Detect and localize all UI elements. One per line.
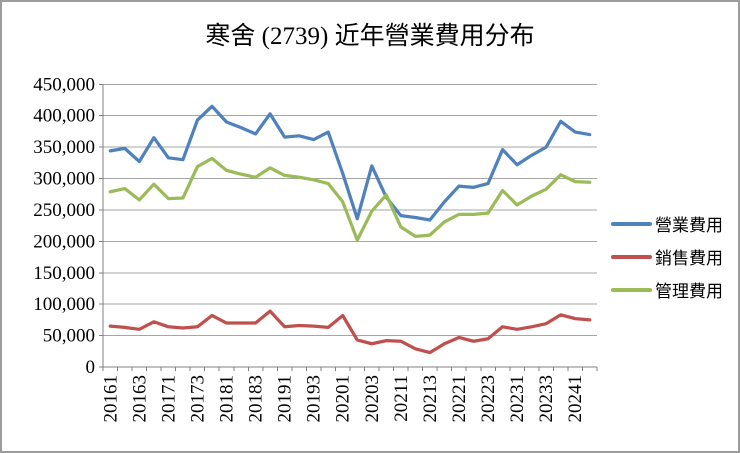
legend-line-swatch-administrative-expenses — [611, 287, 652, 292]
svg-text:200,000: 200,000 — [33, 231, 95, 252]
svg-text:400,000: 400,000 — [33, 106, 95, 127]
svg-text:20233: 20233 — [536, 375, 557, 423]
chart-title: 寒舍 (2739) 近年營業費用分布 — [205, 23, 535, 50]
legend-line-swatch-operating-expenses — [611, 221, 652, 226]
y-axis-labels: 0 50,000 100,000 150,000 200,000 250,000 300,0… — [33, 74, 95, 378]
svg-text:300,000: 300,000 — [33, 169, 95, 190]
svg-text:20203: 20203 — [362, 375, 383, 423]
svg-text:20213: 20213 — [420, 375, 441, 423]
x-axis-labels: 20161 20163 20171 20173 20181 20183 20191 20193… — [100, 375, 586, 423]
svg-text:250,000: 250,000 — [33, 200, 95, 221]
svg-text:20241: 20241 — [565, 375, 586, 423]
svg-text:20191: 20191 — [275, 375, 296, 423]
svg-text:50,000: 50,000 — [43, 326, 95, 347]
legend: 營業費用 銷售費用 管理費用 — [611, 207, 723, 306]
series-line-selling-expenses — [108, 309, 592, 355]
svg-text:100,000: 100,000 — [33, 294, 95, 315]
legend-line-swatch-selling-expenses — [611, 254, 652, 259]
svg-text:20201: 20201 — [333, 375, 354, 423]
svg-text:350,000: 350,000 — [33, 137, 95, 158]
svg-text:20223: 20223 — [478, 375, 499, 423]
svg-text:20163: 20163 — [129, 375, 150, 423]
legend-item-selling-expenses: 銷售費用 — [611, 240, 723, 273]
svg-text:450,000: 450,000 — [33, 74, 95, 95]
svg-text:20211: 20211 — [391, 375, 412, 422]
legend-label-selling-expenses: 銷售費用 — [655, 249, 723, 268]
svg-text:20161: 20161 — [100, 375, 121, 423]
legend-label-operating-expenses: 營業費用 — [655, 216, 723, 235]
svg-text:20193: 20193 — [304, 375, 325, 423]
svg-text:20183: 20183 — [246, 375, 267, 423]
legend-label-administrative-expenses: 管理費用 — [655, 282, 723, 301]
axes — [99, 83, 598, 371]
svg-text:0: 0 — [86, 357, 96, 378]
series-line-administrative-expenses — [108, 156, 592, 242]
legend-item-operating-expenses: 營業費用 — [611, 207, 723, 240]
svg-text:20181: 20181 — [217, 375, 238, 423]
svg-text:20173: 20173 — [187, 375, 208, 423]
svg-text:20221: 20221 — [449, 375, 470, 423]
gridlines — [103, 83, 597, 337]
svg-text:20171: 20171 — [158, 375, 179, 423]
svg-text:20231: 20231 — [507, 375, 528, 423]
svg-text:150,000: 150,000 — [33, 263, 95, 284]
series-line-operating-expenses — [108, 104, 592, 222]
legend-item-administrative-expenses: 管理費用 — [611, 273, 723, 306]
